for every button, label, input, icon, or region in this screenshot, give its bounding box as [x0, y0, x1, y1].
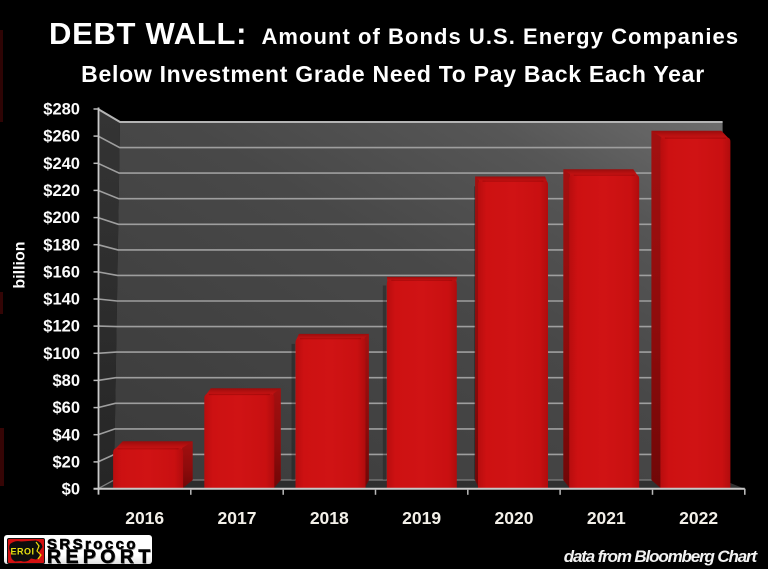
svg-text:2019: 2019 [402, 508, 441, 528]
svg-text:$220: $220 [43, 182, 80, 200]
svg-text:$140: $140 [43, 291, 80, 309]
svg-text:$160: $160 [43, 264, 80, 282]
svg-text:$80: $80 [52, 372, 80, 390]
svg-text:2017: 2017 [218, 508, 257, 528]
svg-text:$0: $0 [62, 481, 80, 499]
svg-text:$200: $200 [43, 209, 80, 227]
svg-text:$260: $260 [43, 128, 80, 146]
svg-text:$20: $20 [52, 454, 80, 472]
svg-text:$60: $60 [52, 399, 80, 417]
svg-text:$100: $100 [43, 345, 80, 363]
svg-text:EROI: EROI [10, 546, 34, 556]
svg-text:2018: 2018 [310, 508, 349, 528]
svg-text:2022: 2022 [679, 508, 718, 528]
svg-text:2021: 2021 [587, 508, 626, 528]
svg-text:$120: $120 [43, 318, 80, 336]
svg-text:$40: $40 [52, 426, 80, 444]
svg-text:$180: $180 [43, 236, 80, 254]
svg-text:$240: $240 [43, 155, 80, 173]
svg-text:$280: $280 [43, 101, 80, 119]
svg-text:billion: billion [12, 241, 29, 288]
svg-text:2020: 2020 [495, 508, 534, 528]
svg-text:2016: 2016 [125, 508, 164, 528]
